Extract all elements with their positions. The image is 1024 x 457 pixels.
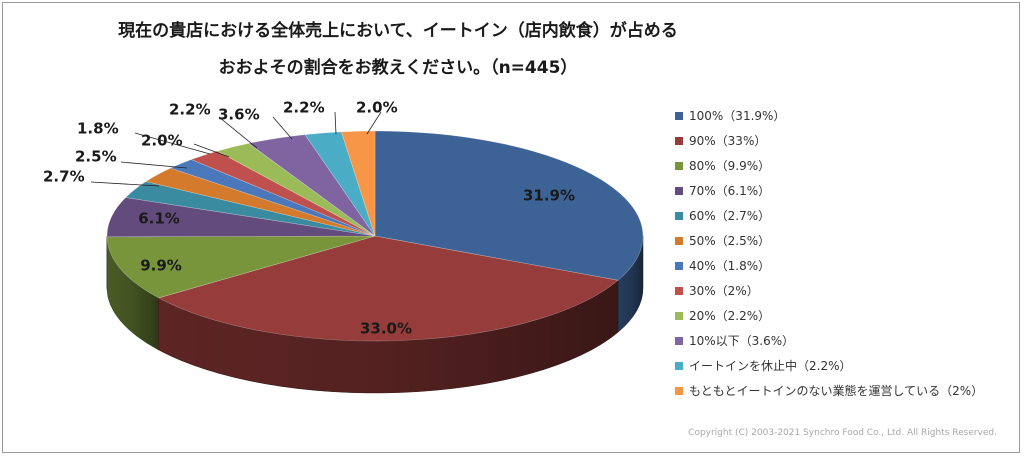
- leader-line: [334, 111, 337, 135]
- legend-label: 100%（31.9%）: [689, 109, 786, 123]
- data-label: 2.2%: [283, 99, 325, 117]
- leader-line: [218, 116, 258, 149]
- pie-chart: 31.9% 33.0% 9.9% 6.1% 2.7% 2.5% 1.8% 2.0% 2.2% 3.…: [43, 99, 644, 394]
- data-label: 1.8%: [77, 120, 119, 138]
- copyright-notice: Copyright (C) 2003-2021 Synchro Food Co.…: [688, 428, 997, 438]
- legend-swatch: [675, 137, 683, 145]
- data-label: 2.7%: [43, 168, 85, 186]
- leader-line: [366, 111, 382, 135]
- legend-label: 40%（1.8%）: [689, 259, 771, 273]
- legend-label: イートインを休止中（2.2%）: [689, 359, 852, 373]
- pie-slice: [340, 130, 376, 237]
- legend-swatch: [675, 387, 683, 395]
- legend-label: もともとイートインのない業態を運営している（2%）: [689, 384, 984, 398]
- legend-label: 20%（2.2%）: [689, 309, 771, 323]
- data-label: 2.5%: [75, 148, 117, 166]
- legend-swatch: [675, 337, 683, 345]
- chart-title-line-2: おおよその割合をお教えください。（n=445）: [218, 58, 578, 78]
- data-label: 6.1%: [138, 210, 180, 228]
- pie-slice: [169, 159, 376, 237]
- data-labels: 31.9% 33.0% 9.9% 6.1% 2.7% 2.5% 1.8% 2.0% 2.2% 3.…: [43, 99, 575, 338]
- legend-swatch: [675, 287, 683, 295]
- pie-slice: [106, 197, 376, 238]
- legend-label: 70%（6.1%）: [689, 184, 771, 198]
- leader-line: [193, 143, 230, 158]
- legend-label: 90%（33%）: [689, 134, 767, 148]
- pie-slice: [216, 143, 376, 237]
- leader-line: [272, 116, 293, 140]
- legend-swatch: [675, 262, 683, 270]
- pie-slice: [304, 131, 376, 237]
- legend-label: 50%（2.5%）: [689, 234, 771, 248]
- data-label: 9.9%: [140, 257, 182, 275]
- pie-slice: [145, 167, 376, 237]
- pie-top-group: [106, 130, 644, 342]
- legend-swatch: [675, 237, 683, 245]
- leader-line: [134, 132, 211, 155]
- legend-swatch: [675, 362, 683, 370]
- legend-label: 80%（9.9%）: [689, 159, 771, 173]
- legend-label: 30%（2%）: [689, 284, 759, 298]
- chart-title-line-1: 現在の貴店における全体売上において、イートイン（店内飲食）が占める: [118, 21, 678, 41]
- pie-slice: [106, 235, 376, 299]
- legend-swatch: [675, 112, 683, 120]
- pie-slice: [190, 150, 376, 237]
- legend-swatch: [675, 312, 683, 320]
- legend-swatch: [675, 212, 683, 220]
- legend-label: 10%以下（3.6%）: [689, 334, 795, 348]
- legend-swatch: [675, 187, 683, 195]
- data-label: 3.6%: [218, 106, 260, 124]
- pie-slice: [248, 134, 376, 237]
- leader-line: [120, 161, 188, 169]
- pie-slice: [125, 181, 376, 237]
- data-label: 33.0%: [360, 320, 412, 338]
- data-label: 2.0%: [141, 132, 183, 150]
- legend-swatch: [675, 162, 683, 170]
- legend-label: 60%（2.7%）: [689, 209, 771, 223]
- data-label: 31.9%: [523, 187, 575, 205]
- pie-slice: [374, 130, 644, 281]
- data-label: 2.0%: [356, 99, 398, 117]
- data-label: 2.2%: [169, 101, 211, 119]
- leader-line: [90, 181, 160, 187]
- pie-slice: [157, 235, 619, 342]
